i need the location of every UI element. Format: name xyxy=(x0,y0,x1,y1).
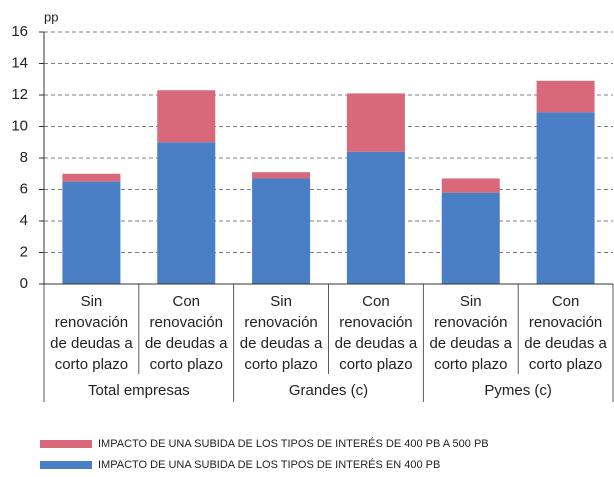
bar-segment xyxy=(62,173,121,182)
x-tick-label: Con xyxy=(172,293,200,310)
y-tick-label: 0 xyxy=(20,275,28,292)
x-tick-label: renovación xyxy=(434,314,507,331)
x-tick-label: Con xyxy=(552,293,580,310)
bar-segment xyxy=(157,142,216,284)
x-tick-label: de deudas a xyxy=(429,335,512,352)
bar-segment xyxy=(441,192,500,284)
x-tick-label: corto plazo xyxy=(529,356,602,373)
x-tick-label: corto plazo xyxy=(55,356,128,373)
y-tick-label: 6 xyxy=(20,180,28,197)
legend-label: IMPACTO DE UNA SUBIDA DE LOS TIPOS DE IN… xyxy=(98,437,489,450)
y-tick-label: 12 xyxy=(11,86,28,103)
bar-segment xyxy=(157,90,216,143)
x-tick-label: corto plazo xyxy=(244,356,317,373)
x-tick-label: Sin xyxy=(460,293,482,310)
legend-swatch xyxy=(40,461,92,469)
bar-segment xyxy=(536,112,595,284)
bar-segment xyxy=(252,178,311,284)
x-tick-label: corto plazo xyxy=(339,356,412,373)
bar-segment xyxy=(441,178,500,193)
x-tick-label: de deudas a xyxy=(50,335,133,352)
y-unit: pp xyxy=(44,9,58,24)
x-tick-label: renovación xyxy=(244,314,317,331)
x-tick-label: de deudas a xyxy=(524,335,607,352)
bar-segment xyxy=(536,80,595,113)
x-tick-label: Sin xyxy=(81,293,103,310)
x-tick-label: corto plazo xyxy=(434,356,507,373)
y-tick-label: 2 xyxy=(20,243,28,260)
legend-label: IMPACTO DE UNA SUBIDA DE LOS TIPOS DE IN… xyxy=(98,458,440,471)
x-tick-label: de deudas a xyxy=(145,335,228,352)
bar-segment xyxy=(62,181,121,284)
y-tick-label: 8 xyxy=(20,149,28,166)
x-tick-label: Sin xyxy=(270,293,292,310)
x-tick-label: de deudas a xyxy=(335,335,418,352)
y-tick-label: 16 xyxy=(11,23,28,40)
bar-segment xyxy=(252,172,311,179)
x-tick-label: renovación xyxy=(150,314,223,331)
x-tick-label: renovación xyxy=(529,314,602,331)
x-tick-label: renovación xyxy=(55,314,128,331)
group-label: Pymes (c) xyxy=(484,382,552,399)
y-tick-label: 4 xyxy=(20,212,28,229)
group-label: Total empresas xyxy=(88,382,190,399)
x-tick-label: renovación xyxy=(339,314,412,331)
y-tick-label: 14 xyxy=(11,54,28,71)
x-tick-label: de deudas a xyxy=(240,335,323,352)
bar-segment xyxy=(346,93,405,152)
x-tick-label: corto plazo xyxy=(150,356,223,373)
legend-swatch xyxy=(40,440,92,448)
y-tick-label: 10 xyxy=(11,117,28,134)
group-label: Grandes (c) xyxy=(289,382,368,399)
bar-segment xyxy=(346,151,405,284)
x-tick-label: Con xyxy=(362,293,390,310)
